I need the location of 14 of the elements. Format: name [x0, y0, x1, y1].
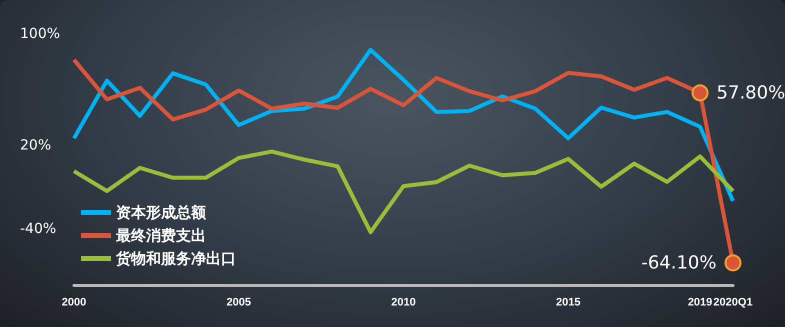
y-tick-label: 20% [20, 138, 52, 154]
x-tick-label: 2020Q1 [713, 296, 753, 308]
x-tick-label: 2015 [556, 296, 580, 308]
legend-label: 最终消费支出 [115, 226, 206, 244]
x-tick-label: 2005 [226, 296, 251, 308]
data-label: 57.80% [716, 82, 785, 104]
data-label: -64.10% [641, 252, 716, 274]
x-tick-label: 2010 [391, 296, 416, 308]
y-tick-label: 100% [20, 26, 60, 42]
legend-label: 货物和服务净出口 [115, 250, 236, 268]
x-tick-label: 2000 [62, 296, 86, 308]
legend-label: 资本形成总额 [116, 204, 207, 222]
y-tick-label: -40% [20, 221, 56, 238]
x-tick-label: 2019 [688, 296, 712, 308]
